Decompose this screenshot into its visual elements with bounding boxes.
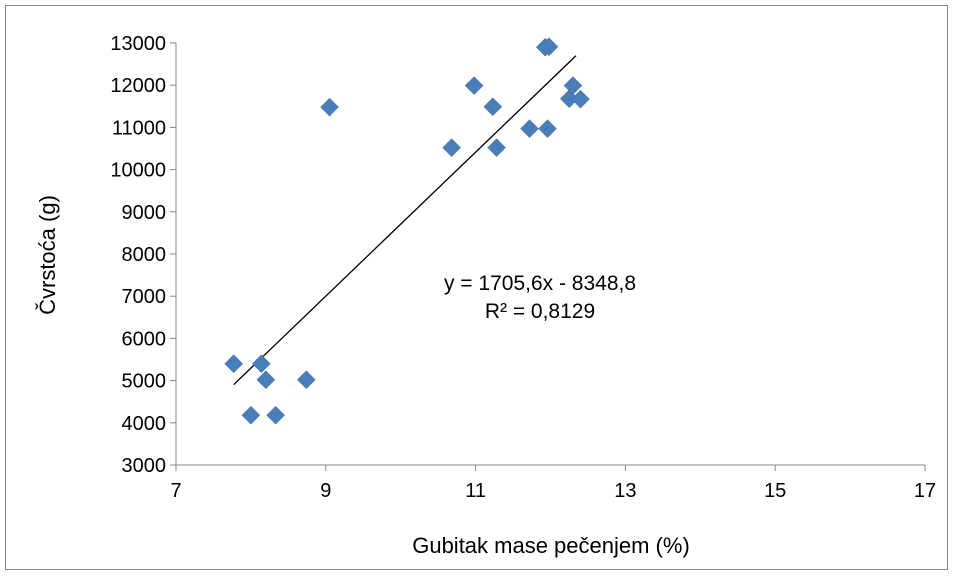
trendline-r2: R² = 0,8129 <box>485 300 595 323</box>
y-tick-label: 9000 <box>122 202 167 224</box>
x-tick-label: 11 <box>465 480 486 502</box>
data-point <box>442 138 461 158</box>
data-point <box>487 138 506 158</box>
data-point <box>539 37 559 57</box>
y-tick-label: 6000 <box>122 328 167 350</box>
data-point <box>571 89 590 109</box>
data-point <box>483 97 503 117</box>
y-tick-label: 7000 <box>122 286 167 308</box>
data-point <box>464 76 484 95</box>
data-point <box>224 354 244 374</box>
y-tick-label: 8000 <box>122 244 167 266</box>
chart-frame <box>5 5 948 570</box>
trendline-equation: y = 1705,6x - 8348,8 <box>444 272 636 295</box>
data-point <box>520 119 539 139</box>
data-point <box>256 370 276 390</box>
trendline-group <box>233 55 577 386</box>
trendline <box>233 55 577 386</box>
y-tick-label: 10000 <box>110 160 166 182</box>
y-tick-label: 5000 <box>122 371 167 393</box>
data-point <box>563 76 583 95</box>
y-tick-label: 13000 <box>110 33 166 55</box>
data-point <box>266 405 285 425</box>
data-point <box>252 354 271 374</box>
x-tick-label: 7 <box>170 480 181 502</box>
x-tick-label: 13 <box>614 480 636 502</box>
data-point <box>320 97 339 117</box>
x-axis-title: Gubitak mase pečenjem (%) <box>412 533 690 558</box>
y-tick-label: 4000 <box>122 413 167 435</box>
x-tick-label: 9 <box>320 480 331 502</box>
y-tick-label: 11000 <box>112 117 166 139</box>
data-point <box>241 405 261 425</box>
x-tick-label: 15 <box>764 480 786 502</box>
data-point <box>296 370 316 390</box>
data-point <box>538 119 557 139</box>
tick-labels: 3000 4000 5000 6000 7000 8000 9000 10000 11000 12… <box>110 33 936 502</box>
data-points <box>224 37 590 425</box>
y-axis-title: Čvrstoća (g) <box>35 195 60 315</box>
y-tick-label: 12000 <box>110 75 166 97</box>
x-tick-label: 17 <box>914 480 936 502</box>
y-tick-label: 3000 <box>122 455 167 477</box>
axes <box>170 42 926 471</box>
